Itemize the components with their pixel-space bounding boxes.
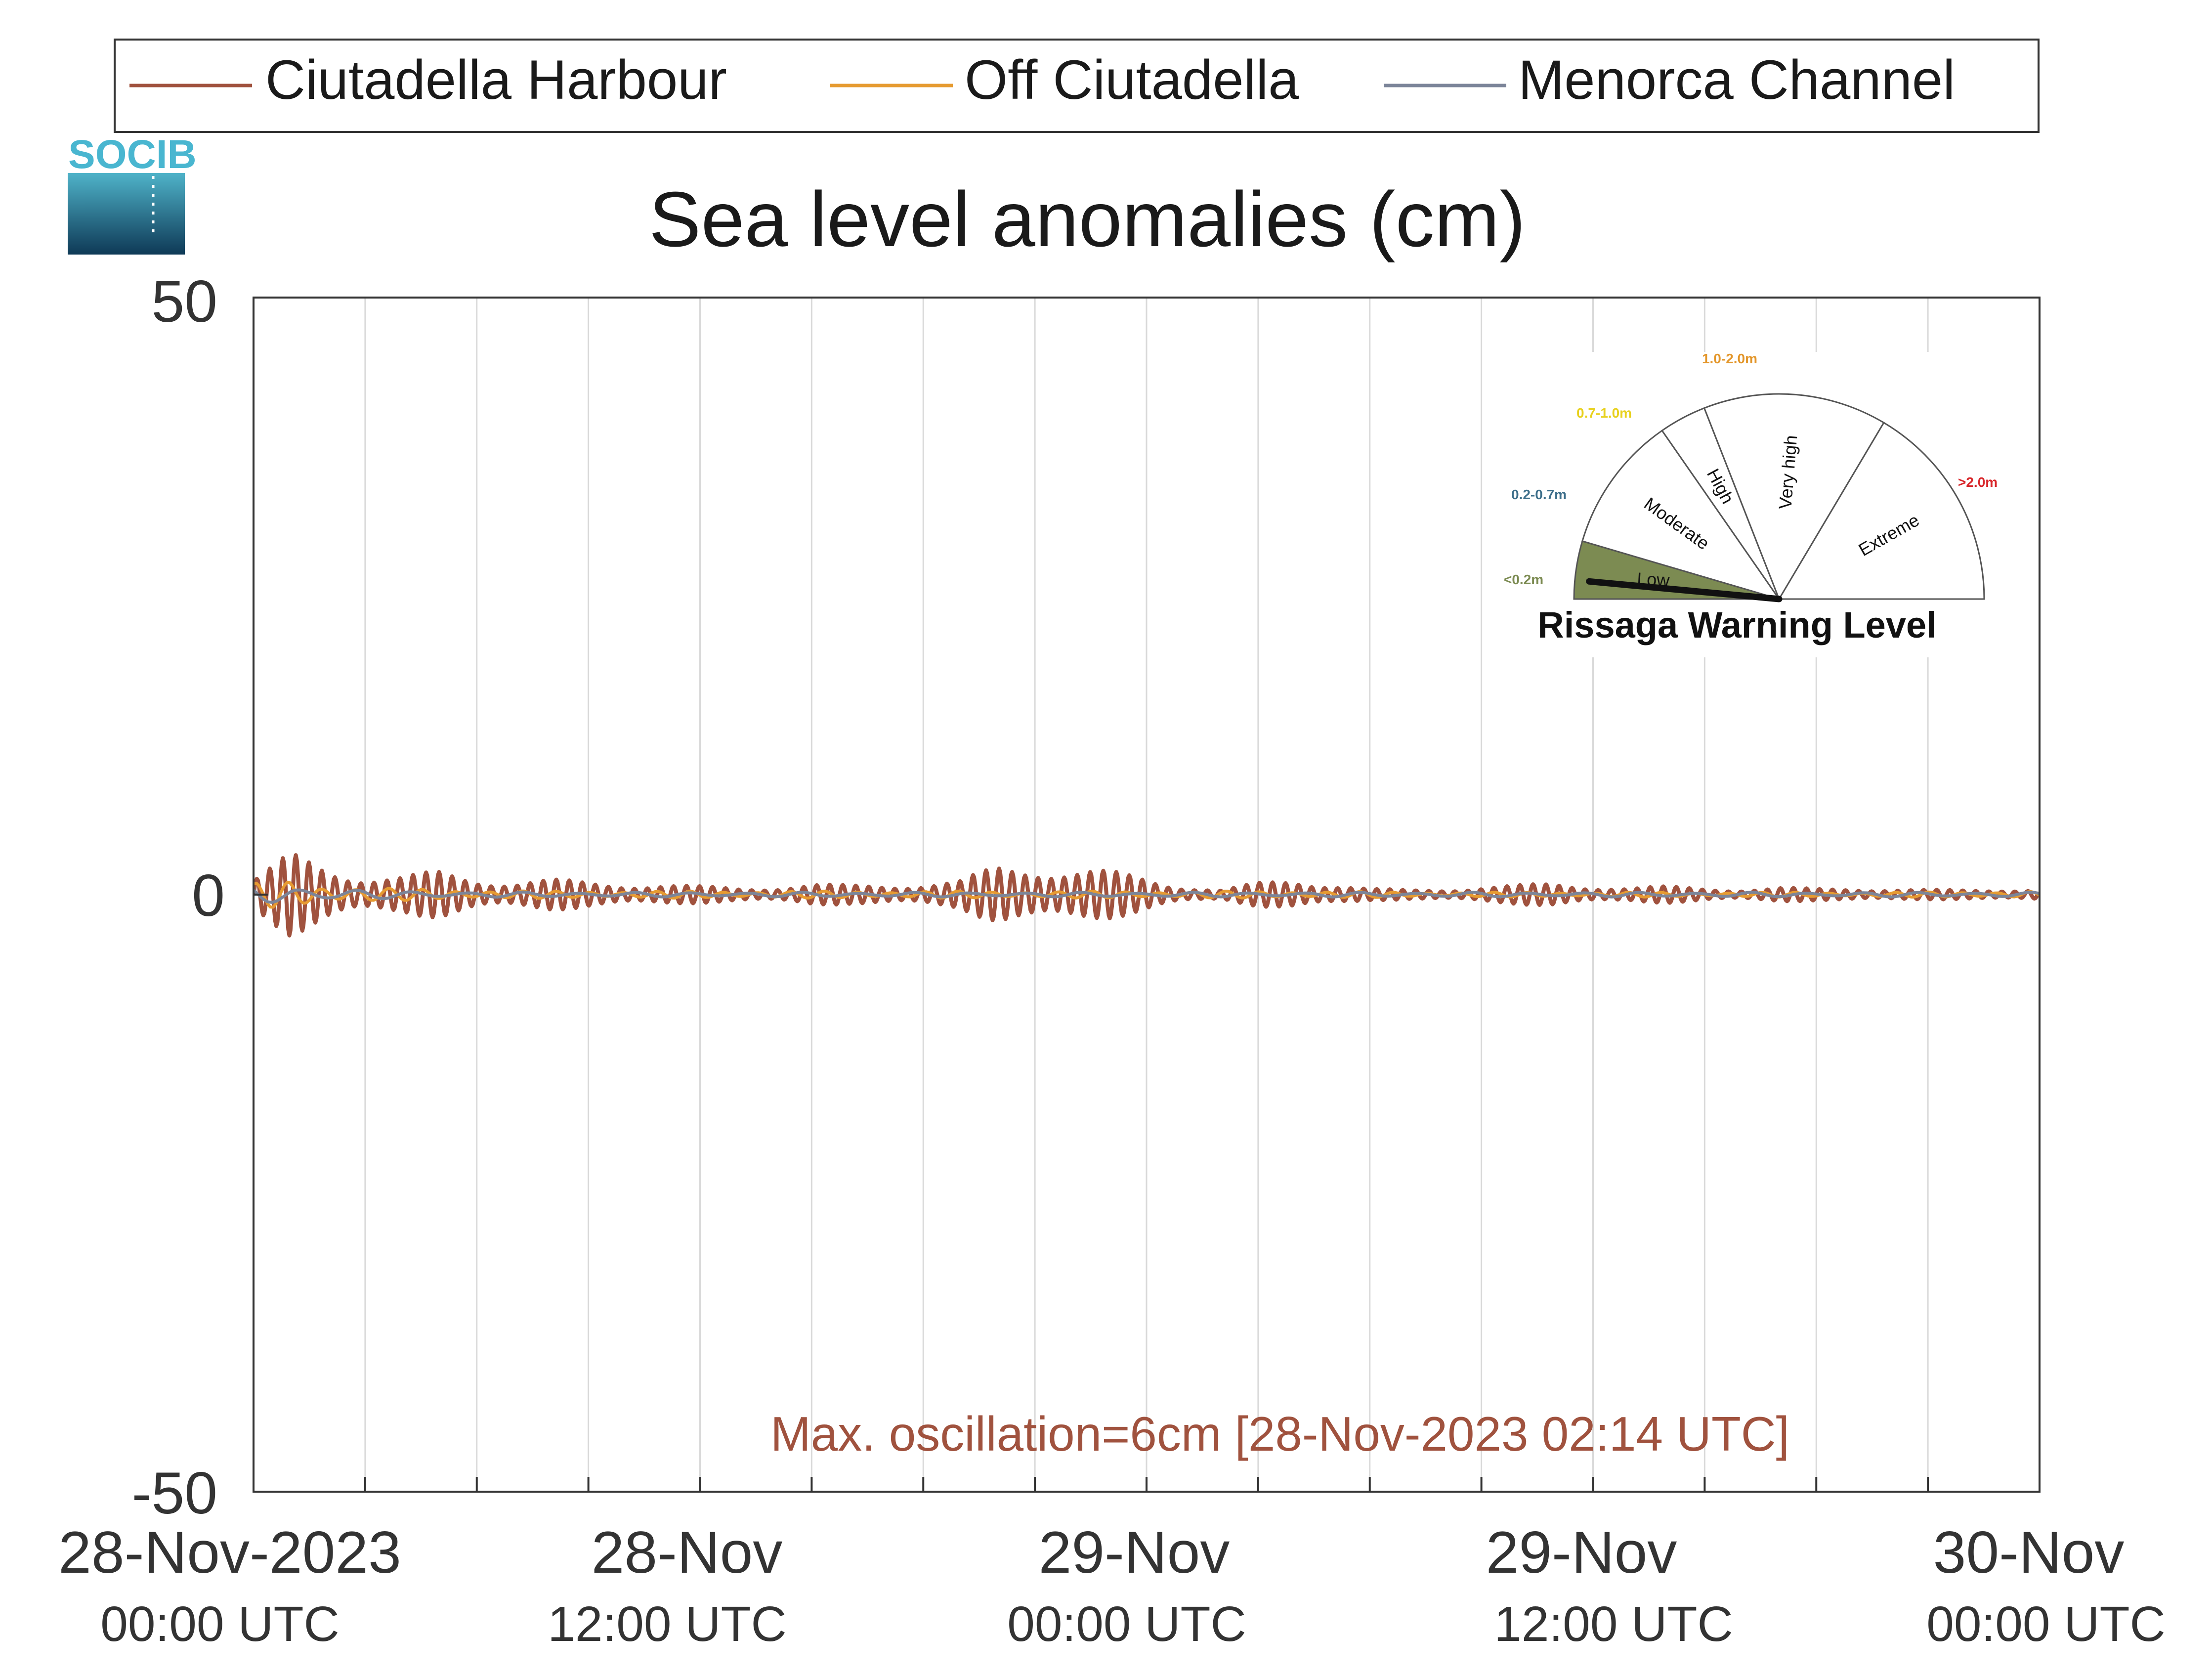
x-axis: 28-Nov-2023 00:00 UTC 28-Nov 12:00 UTC 2…	[58, 1519, 2166, 1652]
gauge-range-label: 1.0-2.0m	[1702, 351, 1757, 366]
axis-ticks	[253, 297, 2041, 1493]
x-tick-time: 00:00 UTC	[1926, 1596, 2166, 1652]
y-tick-label: 0	[192, 862, 225, 929]
chart-title: Sea level anomalies (cm)	[649, 176, 1526, 263]
socib-logo: SOCIB	[68, 132, 197, 255]
gauge-range-label: <0.2m	[1504, 572, 1543, 587]
gauge-range-label: 0.2-0.7m	[1511, 487, 1567, 502]
legend-label-off-ciutadella: Off Ciutadella	[965, 49, 1299, 111]
x-tick-time: 12:00 UTC	[1494, 1596, 1733, 1652]
legend-label-menorca-channel: Menorca Channel	[1518, 49, 1955, 111]
gauge-sector-moderate	[1581, 430, 1781, 601]
x-tick-date: 29-Nov	[1486, 1519, 1677, 1586]
legend-item-menorca-channel: Menorca Channel	[1384, 49, 1955, 111]
x-tick-time: 00:00 UTC	[100, 1596, 340, 1652]
legend-item-ciutadella-harbour: Ciutadella Harbour	[129, 49, 727, 111]
x-tick-time: 12:00 UTC	[548, 1596, 787, 1652]
y-axis: 50 0 -50	[132, 268, 225, 1526]
gauge-needle	[1586, 578, 1783, 602]
x-tick-time: 00:00 UTC	[1007, 1596, 1246, 1652]
series-line-ciutadella-harbour	[254, 853, 2040, 938]
gauge-range-label: >2.0m	[1958, 474, 1998, 490]
series-lines	[254, 853, 2040, 938]
x-tick-date: 30-Nov	[1933, 1519, 2125, 1586]
legend-frame	[114, 39, 2040, 133]
gauge-range-label: 0.7-1.0m	[1576, 405, 1632, 421]
gauge-title: Rissaga Warning Level	[1537, 604, 1936, 645]
logo-gradient-block	[68, 173, 185, 255]
legend-label-ciutadella-harbour: Ciutadella Harbour	[265, 49, 727, 111]
gauge-sector-extreme	[1778, 422, 1985, 600]
y-tick-label: -50	[132, 1460, 217, 1526]
series-line-menorca-channel	[254, 888, 2040, 904]
legend: Ciutadella Harbour Off Ciutadella Menorc…	[114, 39, 2040, 133]
y-tick-label: 50	[152, 268, 217, 335]
x-tick-date: 29-Nov	[1039, 1519, 1230, 1586]
legend-item-off-ciutadella: Off Ciutadella	[830, 49, 1299, 111]
gauge-sectors	[1573, 393, 1985, 601]
series-line-off-ciutadella	[254, 881, 2040, 909]
logo-wordmark: SOCIB	[68, 132, 197, 177]
x-tick-date: 28-Nov-2023	[58, 1519, 401, 1586]
x-tick-date: 28-Nov	[592, 1519, 783, 1586]
gauge-sector-very-high	[1703, 393, 1885, 601]
max-oscillation-annotation: Max. oscillation=6cm [28-Nov-2023 02:14 …	[770, 1407, 1789, 1461]
